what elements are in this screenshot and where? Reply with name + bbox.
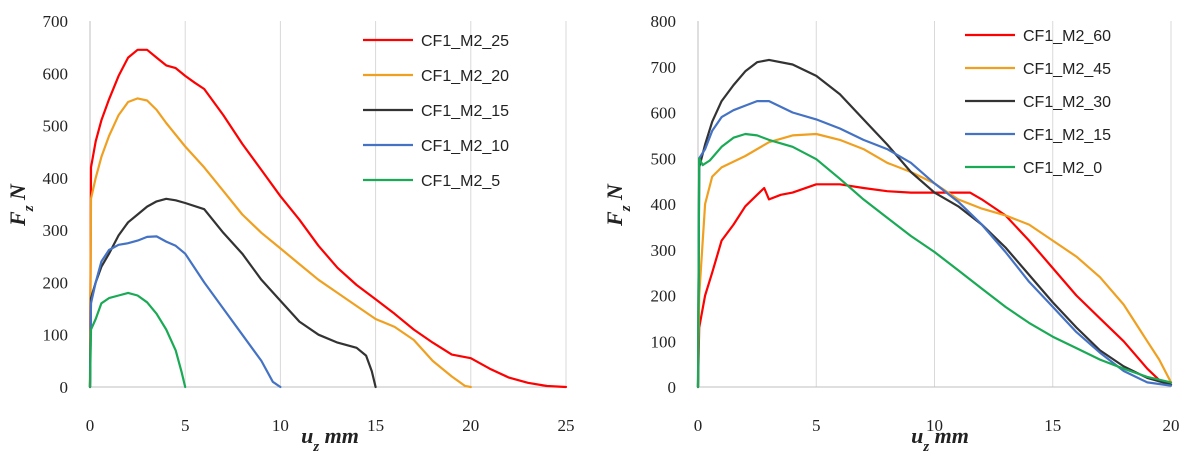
x-tick-label: 10	[926, 416, 943, 435]
x-tick-label: 10	[272, 416, 289, 435]
x-tick-label: 5	[181, 416, 190, 435]
legend-label: CF1_M2_20	[421, 68, 509, 85]
legend-label: CF1_M2_15	[421, 103, 509, 120]
series-line-CF1_M2_10	[88, 235, 282, 389]
y-tick-label: 0	[668, 378, 677, 397]
y-tick-label: 700	[43, 12, 69, 31]
y-tick-label: 600	[43, 64, 69, 83]
y-tick-label: 300	[651, 241, 677, 260]
legend-label: CF1_M2_10	[421, 138, 509, 155]
series-line-CF1_M2_20	[88, 97, 472, 389]
legend-label: CF1_M2_0	[1023, 160, 1102, 177]
x-tick-label: 15	[367, 416, 384, 435]
y-axis-label: Fz N	[5, 183, 37, 227]
x-tick-label: 0	[86, 416, 95, 435]
series-line-CF1_M2_60	[696, 183, 1173, 389]
y-tick-label: 0	[60, 378, 69, 397]
y-tick-label: 700	[651, 58, 677, 77]
series-line-CF1_M2_0	[696, 132, 1173, 389]
y-tick-label: 800	[651, 12, 677, 31]
series-line-CF1_M2_5	[88, 291, 187, 389]
y-tick-label: 300	[43, 221, 69, 240]
y-tick-label: 500	[651, 149, 677, 168]
legend-label: CF1_M2_5	[421, 173, 500, 190]
x-tick-label: 20	[1163, 416, 1180, 435]
y-axis-label: Fz N	[602, 183, 634, 227]
x-tick-label: 15	[1044, 416, 1061, 435]
x-tick-label: 5	[812, 416, 821, 435]
legend-label: CF1_M2_60	[1023, 28, 1111, 45]
legend-label: CF1_M2_15	[1023, 127, 1111, 144]
x-tick-label: 20	[462, 416, 479, 435]
series-line-CF1_M2_30	[696, 58, 1173, 389]
x-tick-label: 25	[558, 416, 575, 435]
x-tick-label: 0	[694, 416, 703, 435]
y-tick-label: 200	[43, 273, 69, 292]
legend-label: CF1_M2_30	[1023, 94, 1111, 111]
series-line-CF1_M2_25	[88, 48, 568, 389]
x-axis-label: uz mm	[911, 423, 969, 453]
legend-label: CF1_M2_25	[421, 33, 509, 50]
y-tick-label: 400	[43, 169, 69, 188]
series-line-CF1_M2_15	[696, 100, 1173, 389]
chart-panel-1: 0 100 200 300 400 500 600 700 0 5 10 15 20 25 CF1_M2_2…	[5, 12, 575, 453]
series-line-CF1_M2_15	[88, 197, 377, 389]
y-tick-label: 600	[651, 104, 677, 123]
chart-panel-2: 0 100 200 300 400 500 600 700 800 0 5 10 15 20 CF1_M2_…	[602, 12, 1180, 453]
y-tick-label: 500	[43, 117, 69, 136]
y-tick-label: 200	[651, 287, 677, 306]
legend-label: CF1_M2_45	[1023, 61, 1111, 78]
y-tick-label: 100	[651, 332, 677, 351]
y-tick-label: 100	[43, 326, 69, 345]
x-axis-label: uz mm	[301, 423, 359, 453]
y-tick-label: 400	[651, 195, 677, 214]
